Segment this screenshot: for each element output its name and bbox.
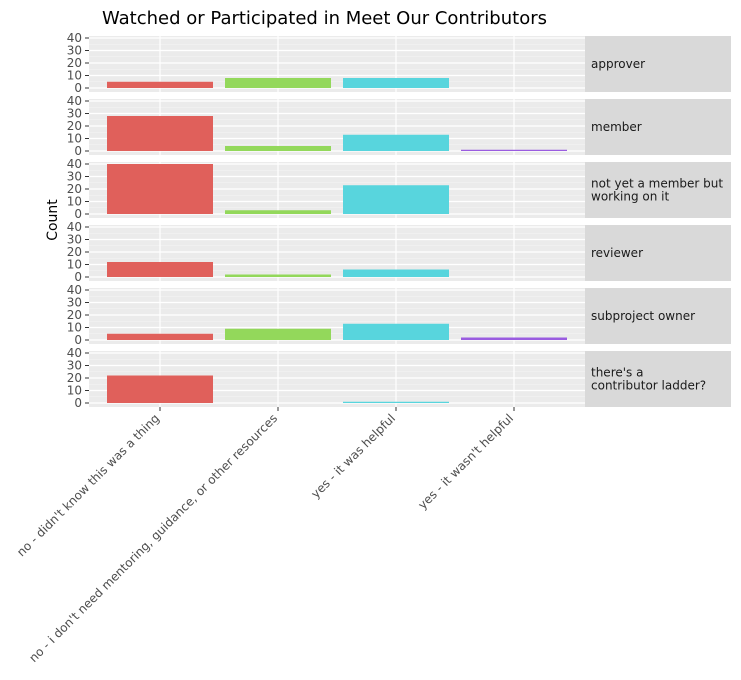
bar — [225, 274, 331, 277]
y-tick-label: 20 — [67, 182, 82, 196]
x-tick-label: yes - it wasn't helpful — [415, 411, 516, 512]
bar — [107, 116, 213, 151]
y-tick-label: 20 — [67, 371, 82, 385]
facet-strip — [585, 351, 731, 407]
bar — [225, 146, 331, 151]
facet-strip-label: not yet a member but — [591, 177, 723, 191]
y-tick-label: 10 — [67, 195, 82, 209]
facet-strip — [585, 288, 731, 344]
y-tick-label: 40 — [67, 31, 82, 45]
bar — [107, 375, 213, 403]
bar — [461, 337, 567, 340]
bar — [343, 78, 449, 88]
y-tick-label: 10 — [67, 132, 82, 146]
bar — [107, 333, 213, 340]
facet-strip-label: working on it — [591, 190, 670, 204]
facet-strip-label: contributor ladder? — [591, 379, 706, 393]
facet-strip — [585, 36, 731, 92]
y-tick-label: 30 — [67, 44, 82, 58]
facet-strip-label: subproject owner — [591, 309, 695, 323]
y-tick-label: 40 — [67, 220, 82, 234]
y-tick-label: 40 — [67, 94, 82, 108]
y-tick-label: 40 — [67, 283, 82, 297]
bar — [107, 164, 213, 214]
facet-strip — [585, 162, 731, 218]
y-tick-label: 30 — [67, 296, 82, 310]
bar — [225, 210, 331, 214]
y-axis-label: Count — [45, 199, 61, 241]
facet-strip-label: there's a — [591, 366, 643, 380]
y-tick-label: 30 — [67, 359, 82, 373]
y-tick-label: 30 — [67, 107, 82, 121]
facet-strip — [585, 99, 731, 155]
facet-strip-label: approver — [591, 57, 645, 71]
chart-title: Watched or Participated in Meet Our Cont… — [102, 8, 547, 29]
bar — [107, 262, 213, 277]
bar — [343, 134, 449, 151]
y-tick-label: 40 — [67, 346, 82, 360]
y-tick-label: 0 — [74, 144, 82, 158]
y-tick-label: 0 — [74, 396, 82, 410]
bar — [343, 269, 449, 277]
facet-panels: 010203040approver010203040member01020304… — [67, 31, 731, 410]
y-tick-label: 10 — [67, 69, 82, 83]
y-tick-label: 0 — [74, 270, 82, 284]
bar — [343, 401, 449, 403]
x-tick-label: no - i don't need mentoring, guidance, o… — [26, 411, 280, 665]
bar — [107, 81, 213, 88]
y-tick-label: 40 — [67, 157, 82, 171]
y-tick-label: 0 — [74, 207, 82, 221]
y-tick-label: 30 — [67, 170, 82, 184]
bar — [343, 185, 449, 214]
facet-strip-label: member — [591, 120, 642, 134]
y-tick-label: 10 — [67, 258, 82, 272]
y-tick-label: 20 — [67, 56, 82, 70]
y-tick-label: 0 — [74, 333, 82, 347]
x-tick-label: no - didn't know this was a thing — [14, 411, 162, 559]
y-tick-label: 0 — [74, 81, 82, 95]
facet-strip-label: reviewer — [591, 246, 643, 260]
y-tick-label: 30 — [67, 233, 82, 247]
bar — [461, 149, 567, 151]
y-tick-label: 20 — [67, 308, 82, 322]
y-tick-label: 20 — [67, 119, 82, 133]
bar — [225, 78, 331, 88]
y-tick-label: 20 — [67, 245, 82, 259]
y-tick-label: 10 — [67, 384, 82, 398]
y-tick-label: 10 — [67, 321, 82, 335]
bar — [343, 323, 449, 340]
bar — [225, 328, 331, 340]
facet-strip — [585, 225, 731, 281]
x-tick-label: yes - it was helpful — [308, 411, 398, 501]
